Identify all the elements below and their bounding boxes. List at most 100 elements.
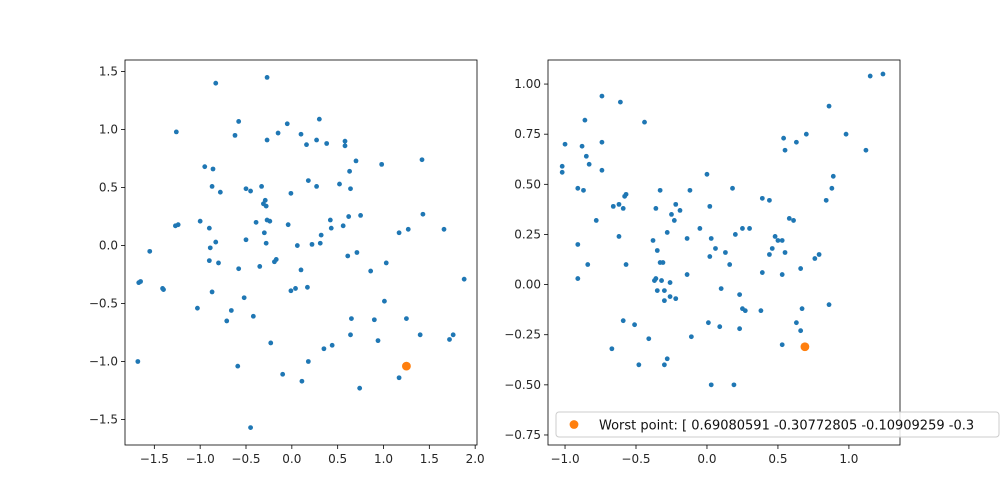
- data-point: [652, 278, 657, 283]
- data-point: [213, 239, 219, 245]
- data-point: [687, 187, 693, 193]
- data-point: [575, 276, 581, 281]
- data-point: [288, 288, 294, 294]
- data-point: [599, 167, 605, 173]
- data-point: [257, 264, 263, 269]
- data-point: [730, 185, 735, 191]
- data-point: [793, 139, 799, 145]
- data-point: [830, 173, 836, 179]
- data-point: [632, 322, 637, 328]
- data-point: [340, 223, 346, 229]
- data-point: [235, 363, 241, 369]
- data-point: [161, 287, 166, 293]
- axes-frame: [547, 59, 901, 446]
- data-point: [669, 212, 674, 217]
- y-tick-label: 1.0: [99, 123, 118, 137]
- y-tick-label: 0.25: [514, 227, 541, 241]
- data-point: [461, 276, 467, 282]
- data-point: [559, 169, 565, 175]
- data-point: [863, 147, 869, 153]
- right-scatter-panel: −1.0 −0.5 0.0 0.5 1.0 −0.75 −0.50 −0.25 0.00 0.25…: [504, 59, 1000, 466]
- data-point: [769, 246, 775, 251]
- data-point: [382, 298, 387, 304]
- data-point: [419, 157, 425, 163]
- axes-frame: [124, 59, 478, 446]
- data-point: [636, 362, 642, 368]
- data-point: [299, 378, 305, 384]
- legend-box: [555, 411, 1000, 438]
- data-point: [314, 184, 319, 189]
- x-tick-label: 0.0: [697, 452, 716, 466]
- data-point: [731, 382, 737, 388]
- data-point: [823, 197, 829, 203]
- data-point: [294, 243, 300, 248]
- data-point: [348, 332, 353, 338]
- data-point: [268, 340, 274, 346]
- data-point: [705, 320, 711, 326]
- data-point: [379, 161, 385, 167]
- data-point: [349, 316, 354, 321]
- x-tick-label: 0.5: [328, 452, 347, 466]
- y-tick-label: −0.5: [89, 297, 118, 311]
- data-point: [609, 346, 615, 352]
- data-point: [207, 245, 213, 251]
- data-point: [202, 164, 208, 170]
- data-point: [707, 203, 713, 209]
- data-point: [642, 119, 647, 125]
- data-point: [708, 236, 714, 241]
- data-point: [575, 242, 581, 247]
- data-point: [772, 234, 778, 239]
- data-point: [616, 234, 622, 239]
- data-point: [653, 205, 659, 211]
- data-point: [575, 185, 581, 191]
- data-point: [346, 214, 352, 219]
- data-point: [224, 318, 230, 324]
- data-point: [727, 262, 733, 267]
- data-point: [623, 262, 629, 267]
- y-tick-label: −1.5: [89, 412, 118, 426]
- data-point: [661, 362, 667, 368]
- data-point: [305, 178, 311, 184]
- data-point: [209, 184, 215, 189]
- data-point: [599, 139, 605, 145]
- data-point: [659, 278, 664, 283]
- data-point: [816, 252, 822, 257]
- data-point: [329, 342, 335, 348]
- data-point: [767, 252, 772, 257]
- data-point: [759, 270, 765, 275]
- data-point: [803, 131, 809, 137]
- data-point: [206, 225, 212, 231]
- data-point: [371, 317, 377, 323]
- data-point: [327, 217, 333, 223]
- data-point: [404, 316, 409, 321]
- x-tick-label: 0.0: [282, 452, 301, 466]
- data-point: [697, 226, 703, 231]
- data-point: [654, 288, 660, 293]
- data-point: [147, 248, 153, 254]
- data-point: [812, 256, 818, 261]
- data-point: [617, 99, 623, 105]
- data-point: [280, 371, 286, 377]
- data-point: [650, 238, 656, 243]
- data-point: [232, 132, 238, 138]
- data-point: [293, 286, 298, 291]
- data-point: [708, 382, 714, 388]
- x-tick-label: 2.0: [466, 452, 485, 466]
- data-point: [737, 292, 743, 298]
- data-point: [758, 308, 764, 314]
- data-point: [599, 93, 605, 99]
- data-point: [582, 117, 588, 123]
- data-point: [713, 246, 718, 251]
- legend-label: Worst point: [ 0.69080591 -0.30772805 -0…: [599, 419, 974, 434]
- data-point: [654, 248, 660, 253]
- data-point: [241, 295, 247, 301]
- data-point: [342, 138, 348, 144]
- data-point: [684, 236, 690, 241]
- data-point: [798, 328, 804, 334]
- data-point: [243, 237, 249, 243]
- data-point: [671, 218, 677, 223]
- data-point: [664, 230, 670, 235]
- data-point: [213, 80, 219, 86]
- data-point: [345, 253, 351, 259]
- data-point: [673, 201, 679, 207]
